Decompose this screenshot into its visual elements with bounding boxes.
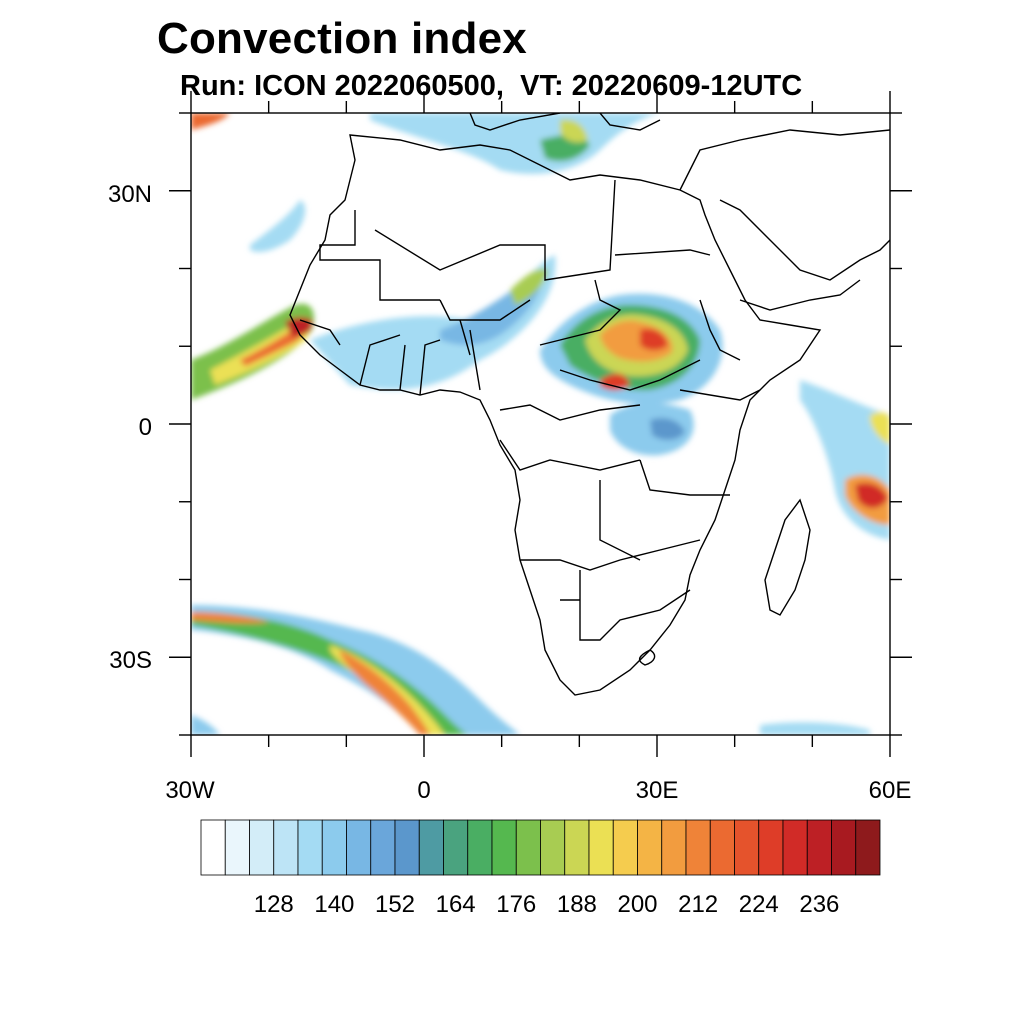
colorbar-box: [612, 819, 638, 876]
colorbar-box: [855, 819, 881, 876]
colorbar: [200, 819, 881, 876]
colorbar-label: 176: [496, 891, 536, 918]
colorbar-box: [515, 819, 541, 876]
field-sahel: [310, 255, 556, 390]
colorbar-label: 152: [375, 891, 415, 918]
colorbar-label: 128: [254, 891, 294, 918]
colorbar-label: 212: [678, 891, 718, 918]
colorbar-box: [224, 819, 250, 876]
x-tick-label-0: 0: [417, 777, 430, 804]
colorbar-box: [249, 819, 275, 876]
y-tick-label-0: 0: [139, 414, 152, 441]
colorbar-box: [758, 819, 784, 876]
chart-title: Convection index: [157, 14, 527, 63]
colorbar-box: [443, 819, 469, 876]
colorbar-box: [782, 819, 808, 876]
arabian-peninsula: [719, 199, 890, 311]
colorbar-label: 236: [799, 891, 839, 918]
colorbar-label: 140: [314, 891, 354, 918]
coastlines-borders: [289, 113, 890, 696]
colorbar-box: [734, 819, 760, 876]
y-tick-label-30n: 30N: [108, 181, 152, 208]
colorbar-box: [370, 819, 396, 876]
colorbar-label: 164: [436, 891, 476, 918]
convection-field: [191, 113, 890, 735]
chart-subtitle: Run: ICON 2022060500, VT: 20220609-12UTC: [180, 70, 803, 102]
colorbar-box: [418, 819, 444, 876]
colorbar-box: [588, 819, 614, 876]
colorbar-label: 224: [739, 891, 779, 918]
colorbar-box: [564, 819, 590, 876]
colorbar-box: [709, 819, 735, 876]
iberia-europe: [469, 113, 661, 131]
x-tick-label-30e: 30E: [636, 777, 679, 804]
field-mediterranean: [370, 113, 660, 174]
colorbar-box: [346, 819, 372, 876]
x-tick-label-30w: 30W: [165, 777, 215, 804]
colorbar-box: [297, 819, 323, 876]
axis-ticks: [169, 91, 912, 757]
madagascar: [764, 498, 811, 616]
colorbar-box: [394, 819, 420, 876]
colorbar-box: [540, 819, 566, 876]
colorbar-box: [661, 819, 687, 876]
colorbar-box: [806, 819, 832, 876]
colorbar-label: 188: [557, 891, 597, 918]
colorbar-box: [273, 819, 299, 876]
colorbar-box: [467, 819, 493, 876]
colorbar-box: [200, 819, 226, 876]
field-canaries: [250, 200, 306, 252]
levant-turkey: [679, 129, 890, 191]
y-tick-label-30s: 30S: [109, 647, 152, 674]
x-tick-label-60e: 60E: [869, 777, 912, 804]
colorbar-box: [637, 819, 663, 876]
colorbar-label: 200: [617, 891, 657, 918]
colorbar-box: [321, 819, 347, 876]
colorbar-labels: 128 140 152 164 176 188 200 212 224 236: [254, 891, 840, 918]
colorbar-box: [831, 819, 857, 876]
colorbar-box: [685, 819, 711, 876]
africa-coastline: [289, 134, 822, 696]
colorbar-box: [491, 819, 517, 876]
